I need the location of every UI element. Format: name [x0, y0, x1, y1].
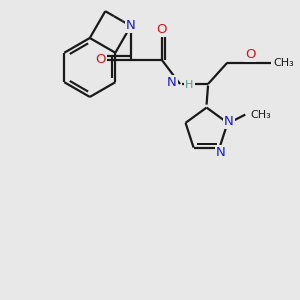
Text: CH₃: CH₃	[274, 58, 295, 68]
Text: O: O	[157, 23, 167, 36]
Text: O: O	[245, 48, 255, 61]
Text: CH₃: CH₃	[250, 110, 271, 120]
Text: O: O	[95, 53, 105, 66]
Text: H: H	[185, 80, 194, 91]
Text: N: N	[167, 76, 176, 89]
Text: N: N	[126, 20, 136, 32]
Text: N: N	[224, 115, 234, 128]
Text: N: N	[216, 146, 226, 159]
